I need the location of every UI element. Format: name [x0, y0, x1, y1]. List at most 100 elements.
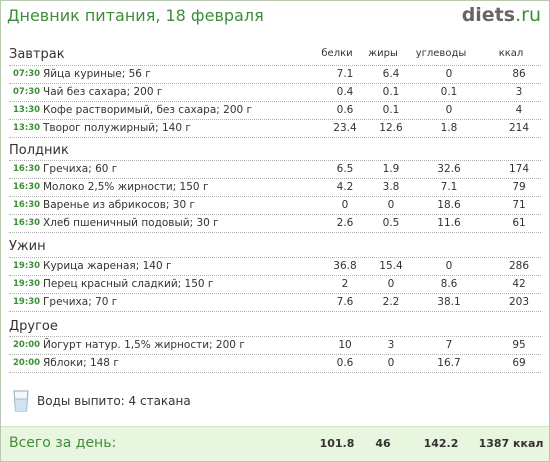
fat-value: 0 [387, 278, 395, 290]
meal-time: 19:30 [13, 261, 41, 271]
food-row[interactable]: 16:30 Молоко 2,5% жирности; 150 г 4.2 3.… [9, 179, 541, 197]
kcal-value: 4 [515, 104, 523, 116]
meal-time: 13:30 [13, 105, 41, 115]
food-row[interactable]: 19:30 Гречиха; 70 г 7.6 2.2 38.1 203 [9, 294, 541, 312]
brand-logo[interactable]: diets.ru [462, 4, 541, 26]
kcal-value: 42 [512, 278, 526, 290]
food-row[interactable]: 13:30 Творог полужирный; 140 г 23.4 12.6… [9, 120, 541, 138]
fat-value: 0.1 [382, 104, 400, 116]
carbs-value: 7.1 [440, 181, 458, 193]
water-glass-icon [13, 390, 29, 416]
fat-value: 1.9 [382, 163, 400, 175]
fat-value: 6.4 [382, 68, 400, 80]
fat-value: 2.2 [382, 296, 400, 308]
column-header-kcal: ккал [498, 48, 524, 59]
food-row[interactable]: 07:30 Яйца куриные; 56 г 7.1 6.4 0 86 [9, 66, 541, 84]
kcal-value: 174 [508, 163, 530, 175]
protein-value: 4.2 [336, 181, 354, 193]
total-fat: 46 [375, 437, 391, 450]
water-summary: Воды выпито: 4 стакана [11, 390, 311, 412]
food-name: Хлеб пшеничный подовый; 30 г [43, 217, 219, 229]
meal-time: 07:30 [13, 69, 41, 79]
total-carbs: 142.2 [423, 437, 459, 450]
section-divider [9, 65, 541, 66]
food-name: Кофе растворимый, без сахара; 200 г [43, 104, 253, 116]
carbs-value: 16.7 [437, 357, 461, 369]
fat-value: 12.6 [379, 122, 403, 134]
food-row[interactable]: 19:30 Курица жареная; 140 г 36.8 15.4 0 … [9, 258, 541, 276]
kcal-value: 61 [512, 217, 526, 229]
carbs-value: 7 [445, 339, 453, 351]
kcal-value: 71 [512, 199, 526, 211]
food-row[interactable]: 16:30 Гречиха; 60 г 6.5 1.9 32.6 174 [9, 161, 541, 179]
total-protein: 101.8 [319, 437, 355, 450]
food-name: Гречиха; 60 г [43, 163, 118, 175]
protein-value: 0.6 [336, 104, 354, 116]
carbs-value: 0 [445, 260, 453, 272]
carbs-value: 1.8 [440, 122, 458, 134]
food-row[interactable]: 20:00 Яблоки; 148 г 0.6 0 16.7 69 [9, 355, 541, 373]
column-header-fat: жиры [368, 48, 398, 59]
food-row[interactable]: 16:30 Хлеб пшеничный подовый; 30 г 2.6 0… [9, 215, 541, 233]
fat-value: 0.5 [382, 217, 400, 229]
section-title-snack: Полдник [9, 143, 69, 158]
water-label: Воды выпито: 4 стакана [37, 394, 191, 408]
daily-total-bar: Всего за день: 101.8 46 142.2 1387 ккал [1, 426, 549, 461]
fat-value: 0 [387, 199, 395, 211]
food-row[interactable]: 13:30 Кофе растворимый, без сахара; 200 … [9, 102, 541, 120]
column-headers: белки жиры углеводы ккал [1, 48, 549, 62]
kcal-value: 79 [512, 181, 526, 193]
protein-value: 36.8 [333, 260, 357, 272]
food-name: Яйца куриные; 56 г [43, 68, 151, 80]
protein-value: 0.6 [336, 357, 354, 369]
food-row[interactable]: 20:00 Йогурт натур. 1,5% жирности; 200 г… [9, 337, 541, 355]
fat-value: 0 [387, 357, 395, 369]
kcal-value: 203 [508, 296, 530, 308]
meal-time: 07:30 [13, 87, 41, 97]
fat-value: 3 [387, 339, 395, 351]
protein-value: 23.4 [333, 122, 357, 134]
meal-time: 16:30 [13, 182, 41, 192]
kcal-value: 86 [512, 68, 526, 80]
total-kcal: 1387 ккал [478, 437, 544, 450]
carbs-value: 11.6 [437, 217, 461, 229]
meal-time: 13:30 [13, 123, 41, 133]
meal-time: 16:30 [13, 218, 41, 228]
food-name: Яблоки; 148 г [43, 357, 119, 369]
protein-value: 2.6 [336, 217, 354, 229]
protein-value: 6.5 [336, 163, 354, 175]
food-row[interactable]: 19:30 Перец красный сладкий; 150 г 2 0 8… [9, 276, 541, 294]
protein-value: 10 [338, 339, 352, 351]
kcal-value: 69 [512, 357, 526, 369]
section-divider [9, 160, 541, 161]
page-title: Дневник питания, 18 февраля [7, 6, 264, 25]
meal-time: 19:30 [13, 297, 41, 307]
brand-name: diets [461, 4, 516, 26]
food-name: Йогурт натур. 1,5% жирности; 200 г [43, 339, 245, 351]
fat-value: 3.8 [382, 181, 400, 193]
kcal-value: 286 [508, 260, 530, 272]
food-row[interactable]: 07:30 Чай без сахара; 200 г 0.4 0.1 0.1 … [9, 84, 541, 102]
food-name: Варенье из абрикосов; 30 г [43, 199, 195, 211]
kcal-value: 95 [512, 339, 526, 351]
food-row[interactable]: 16:30 Варенье из абрикосов; 30 г 0 0 18.… [9, 197, 541, 215]
brand-tld: .ru [515, 4, 541, 26]
section-title-other: Другое [9, 319, 58, 334]
food-name: Гречиха; 70 г [43, 296, 118, 308]
carbs-value: 0.1 [440, 86, 458, 98]
meal-time: 20:00 [13, 340, 41, 350]
meal-time: 16:30 [13, 200, 41, 210]
kcal-value: 214 [508, 122, 530, 134]
section-divider [9, 336, 541, 337]
carbs-value: 8.6 [440, 278, 458, 290]
fat-value: 15.4 [379, 260, 403, 272]
protein-value: 7.6 [336, 296, 354, 308]
meal-time: 20:00 [13, 358, 41, 368]
section-divider [9, 257, 541, 258]
column-header-carbs: углеводы [415, 48, 467, 59]
carbs-value: 0 [445, 104, 453, 116]
food-name: Чай без сахара; 200 г [43, 86, 163, 98]
food-name: Творог полужирный; 140 г [43, 122, 191, 134]
column-header-protein: белки [321, 48, 353, 59]
